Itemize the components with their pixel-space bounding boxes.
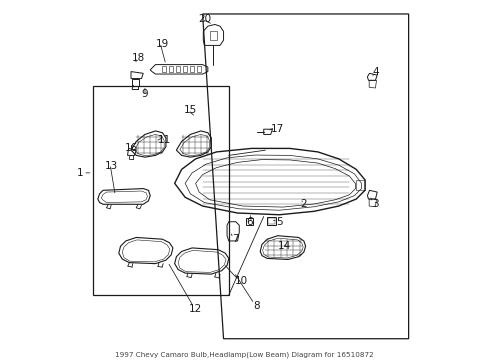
Text: 11: 11 bbox=[157, 135, 170, 145]
Text: 5: 5 bbox=[276, 217, 282, 227]
Text: 9: 9 bbox=[142, 89, 148, 99]
Text: 10: 10 bbox=[234, 276, 247, 286]
Text: 4: 4 bbox=[371, 67, 378, 77]
Text: 7: 7 bbox=[232, 234, 239, 244]
Text: 8: 8 bbox=[253, 301, 260, 311]
Text: 2: 2 bbox=[300, 199, 306, 209]
Text: 19: 19 bbox=[156, 39, 169, 49]
Text: 15: 15 bbox=[183, 105, 197, 115]
Text: 12: 12 bbox=[188, 304, 202, 314]
Text: 3: 3 bbox=[371, 199, 378, 209]
Text: 18: 18 bbox=[131, 53, 144, 63]
Text: 17: 17 bbox=[270, 124, 284, 134]
Text: 13: 13 bbox=[105, 161, 118, 171]
Text: 16: 16 bbox=[124, 143, 137, 153]
Text: 20: 20 bbox=[197, 14, 210, 24]
Text: 6: 6 bbox=[246, 217, 252, 227]
Text: 1997 Chevy Camaro Bulb,Headlamp(Low Beam) Diagram for 16510872: 1997 Chevy Camaro Bulb,Headlamp(Low Beam… bbox=[115, 352, 373, 358]
Text: 1: 1 bbox=[76, 168, 83, 178]
Text: 14: 14 bbox=[278, 241, 291, 251]
